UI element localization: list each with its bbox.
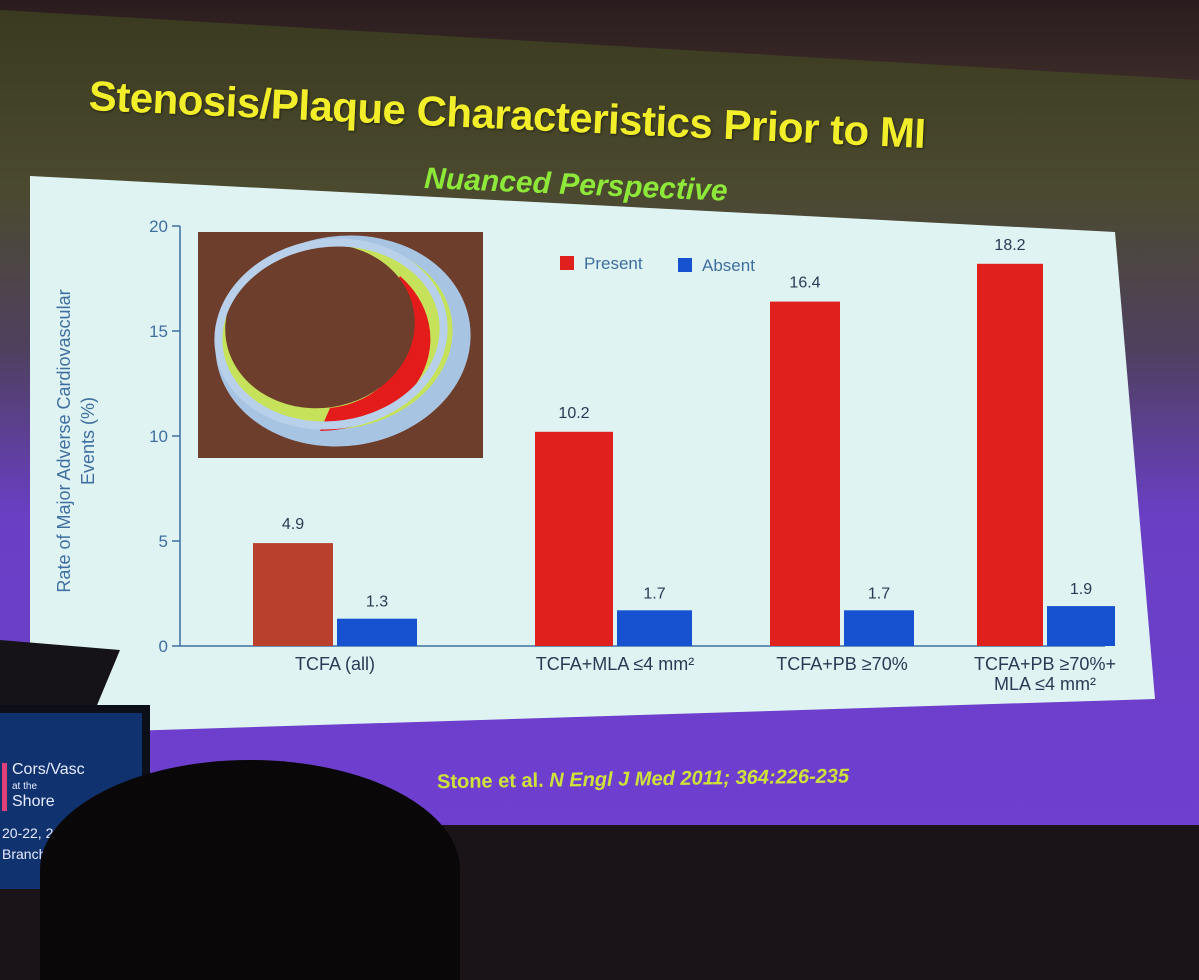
slide-title: Stenosis/Plaque Characteristics Prior to… (87, 72, 927, 157)
legend-label-absent: Absent (702, 256, 755, 275)
y-axis-title: Rate of Major Adverse Cardiovascular Even… (54, 289, 98, 592)
bar-chart: 0 5 10 15 20 Rate of Major Adverse Cardiovasc… (54, 217, 1116, 694)
x-category-label: TCFA (all) (295, 654, 375, 674)
bar-absent (1047, 606, 1115, 646)
data-label-absent: 1.3 (366, 594, 388, 611)
x-category-label: MLA ≤4 mm² (994, 674, 1096, 694)
logo-accent-bar (2, 763, 7, 811)
y-axis-title-line-2: Events (%) (78, 397, 98, 485)
y-tick-label: 10 (149, 427, 168, 446)
data-label-absent: 1.7 (868, 585, 890, 602)
bar-absent (337, 618, 417, 646)
chart-panel: 0 5 10 15 20 Rate of Major Adverse Cardiovasc… (30, 176, 1155, 734)
logo-line-3: Shore (12, 793, 55, 810)
legend-swatch-present (560, 256, 574, 270)
citation-authors: Stone et al. (436, 769, 544, 794)
legend-label-present: Present (584, 254, 643, 273)
data-label-absent: 1.9 (1070, 581, 1092, 598)
y-tick-label: 15 (149, 322, 168, 341)
y-tick-label: 20 (149, 217, 168, 236)
data-label-present: 16.4 (789, 275, 820, 292)
audience-head-silhouette (40, 760, 460, 980)
x-category-label: TCFA+PB ≥70%+ (974, 654, 1116, 674)
ivus-inset-image (198, 232, 483, 458)
y-axis-title-line-1: Rate of Major Adverse Cardiovascular (54, 289, 74, 592)
legend-swatch-absent (678, 258, 692, 272)
y-tick-label: 0 (159, 637, 168, 656)
citation-journal: N Engl J Med 2011; 364:226-235 (549, 765, 850, 792)
y-tick-label: 5 (159, 532, 168, 551)
data-label-present: 4.9 (282, 516, 304, 533)
x-category-label: TCFA+MLA ≤4 mm² (536, 654, 694, 674)
bar-absent (844, 610, 914, 646)
x-category-label: TCFA+PB ≥70% (776, 654, 907, 674)
bar-present (253, 543, 333, 646)
data-label-absent: 1.7 (643, 585, 665, 602)
bar-absent (617, 610, 692, 646)
bar-present (770, 301, 840, 646)
data-label-present: 18.2 (994, 237, 1025, 254)
logo-line-2: at the (12, 781, 38, 792)
bar-present (977, 263, 1043, 646)
logo-line-1: Cors/Vasc (12, 761, 85, 778)
bar-present (535, 431, 613, 646)
data-label-present: 10.2 (558, 405, 589, 422)
